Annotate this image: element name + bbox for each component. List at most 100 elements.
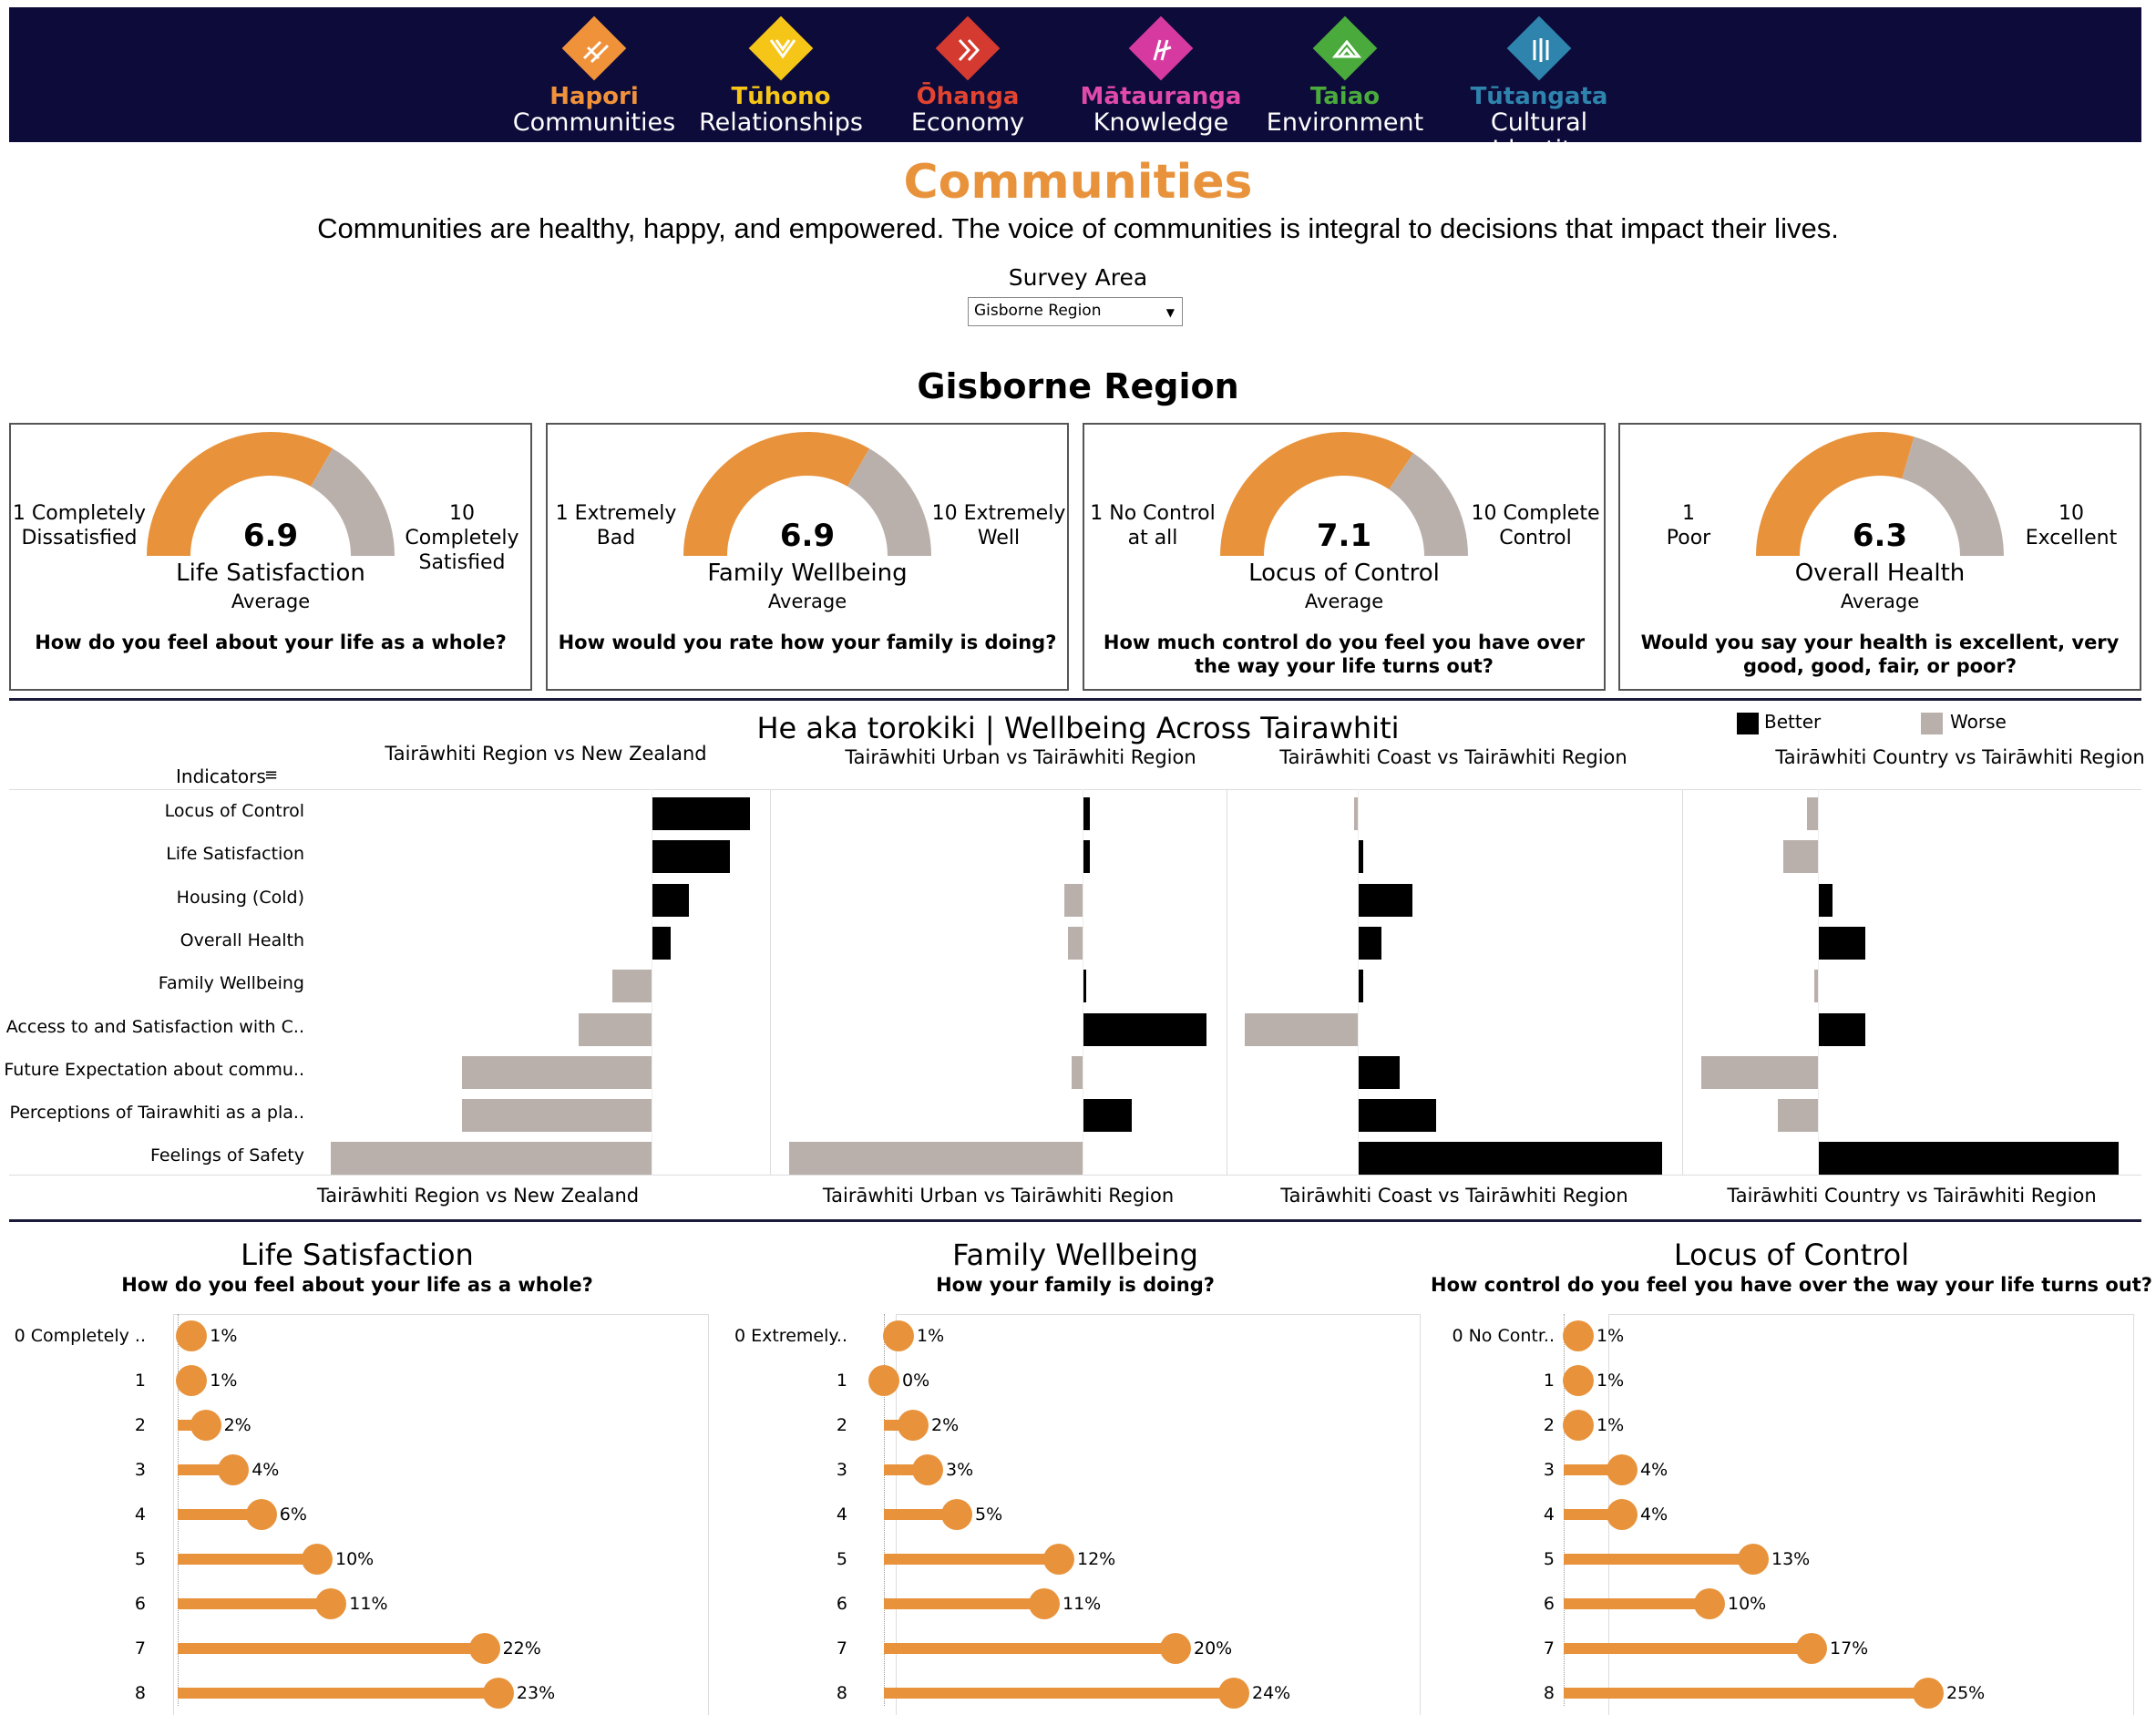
lollipop-dot[interactable] xyxy=(941,1499,972,1530)
wellbeing-bar[interactable] xyxy=(1814,970,1818,1003)
lollipop-dot[interactable] xyxy=(176,1320,208,1351)
nav-item-cultural-identity[interactable]: Tūtangata Cultural Identity xyxy=(1448,15,1630,164)
survey-area-dropdown[interactable]: Gisborne Region ▼ xyxy=(968,297,1183,326)
lollipop-dot[interactable] xyxy=(218,1454,250,1485)
wellbeing-bar[interactable] xyxy=(1064,883,1083,917)
wellbeing-bar[interactable] xyxy=(1083,840,1090,874)
wellbeing-bar[interactable] xyxy=(1701,1055,1818,1089)
lollipop-dot[interactable] xyxy=(898,1410,929,1441)
gauge-question: How much control do you feel you have ov… xyxy=(1103,632,1586,677)
lollipop-percent: 11% xyxy=(1063,1594,1102,1614)
nav-item-economy[interactable]: Ōhanga Economy xyxy=(877,15,1059,137)
lollipop-category: 6 xyxy=(836,1594,847,1614)
wellbeing-bar[interactable] xyxy=(462,1055,652,1089)
wellbeing-bar[interactable] xyxy=(1818,1012,1865,1046)
wellbeing-bar[interactable] xyxy=(1358,840,1363,874)
lollipop-dot[interactable] xyxy=(883,1320,914,1351)
wellbeing-bar[interactable] xyxy=(652,883,689,917)
nav-item-environment[interactable]: Taiao Environment xyxy=(1254,15,1436,137)
nav-english-label: Economy xyxy=(910,108,1025,137)
arrows-icon-glyph xyxy=(958,38,980,62)
nav-item-communities[interactable]: Hapori Communities xyxy=(503,15,685,137)
lollipop-dot[interactable] xyxy=(1607,1499,1638,1530)
gauge-max-line1: 10 Complete xyxy=(1471,502,1600,525)
wellbeing-bar[interactable] xyxy=(1358,1055,1400,1089)
wellbeing-bar[interactable] xyxy=(1358,1142,1662,1176)
wellbeing-bar[interactable] xyxy=(1083,970,1086,1003)
indicator-label[interactable]: Perceptions of Tairawhiti as a pla.. xyxy=(9,1103,304,1124)
wellbeing-bar[interactable] xyxy=(1072,1055,1083,1089)
lollipop-dot[interactable] xyxy=(302,1544,333,1575)
lollipop-category: 3 xyxy=(134,1460,146,1480)
gauge-value: 7.1 xyxy=(1316,518,1372,554)
lollipop-dot[interactable] xyxy=(1694,1588,1725,1619)
lollipop-dot[interactable] xyxy=(190,1410,221,1441)
section-divider xyxy=(9,1219,2141,1222)
indicators-header[interactable]: Indicators xyxy=(176,765,266,787)
wellbeing-bar[interactable] xyxy=(1083,1099,1132,1133)
wellbeing-bar[interactable] xyxy=(1778,1099,1818,1133)
lollipop-dot[interactable] xyxy=(912,1454,943,1485)
gauge-max-line1: 10 Extremely xyxy=(931,502,1066,525)
lollipop-dot[interactable] xyxy=(1913,1678,1944,1709)
wellbeing-bar[interactable] xyxy=(1818,926,1865,960)
lollipop-dot[interactable] xyxy=(468,1633,500,1664)
wellbeing-bar[interactable] xyxy=(1068,926,1083,960)
gauge-max-line2: Satisfied xyxy=(418,551,506,574)
lollipop-dot[interactable] xyxy=(176,1365,208,1396)
lollipop-dot[interactable] xyxy=(245,1499,277,1530)
indicator-label[interactable]: Access to and Satisfaction with C.. xyxy=(5,1016,304,1037)
gauge-chart xyxy=(683,432,931,556)
sort-icon[interactable]: ≡ xyxy=(264,765,279,785)
lollipop-category: 5 xyxy=(1543,1549,1555,1569)
indicator-label[interactable]: Overall Health xyxy=(180,929,304,950)
indicator-label[interactable]: Life Satisfaction xyxy=(166,844,304,865)
lollipop-dot[interactable] xyxy=(1738,1544,1769,1575)
lollipop-dot[interactable] xyxy=(1796,1633,1827,1664)
lollipop-stem xyxy=(1564,1598,1709,1609)
wellbeing-bar[interactable] xyxy=(1358,926,1381,960)
lollipop-dot[interactable] xyxy=(868,1365,899,1396)
wellbeing-bar[interactable] xyxy=(652,797,750,830)
indicator-label[interactable]: Locus of Control xyxy=(164,801,304,821)
wellbeing-bar[interactable] xyxy=(1807,797,1818,830)
wellbeing-bar[interactable] xyxy=(1358,970,1363,1003)
wellbeing-bar[interactable] xyxy=(652,840,730,874)
indicator-label[interactable]: Family Wellbeing xyxy=(158,973,304,994)
gauge-max-label: 10 Excellent xyxy=(2003,501,2140,550)
lollipop-dot[interactable] xyxy=(1563,1410,1594,1441)
indicator-label[interactable]: Housing (Cold) xyxy=(176,887,304,908)
wellbeing-bar[interactable] xyxy=(462,1099,652,1133)
indicator-label[interactable]: Feelings of Safety xyxy=(150,1145,304,1166)
nav-item-knowledge[interactable]: Mātauranga Knowledge xyxy=(1070,15,1252,137)
wellbeing-bar[interactable] xyxy=(1818,1142,2119,1176)
lollipop-dot[interactable] xyxy=(1043,1544,1074,1575)
wellbeing-bar[interactable] xyxy=(1245,1012,1358,1046)
wellbeing-bar[interactable] xyxy=(1083,797,1090,830)
wellbeing-bar[interactable] xyxy=(612,970,652,1003)
lollipop-dot[interactable] xyxy=(1607,1454,1638,1485)
wellbeing-bar[interactable] xyxy=(1358,1099,1436,1133)
wellbeing-bar[interactable] xyxy=(1783,840,1818,874)
wellbeing-bar[interactable] xyxy=(1083,1012,1206,1046)
lollipop-dot[interactable] xyxy=(1563,1365,1594,1396)
wellbeing-bar[interactable] xyxy=(652,926,671,960)
wellbeing-bar[interactable] xyxy=(579,1012,652,1046)
nav-item-relationships[interactable]: Tūhono Relationships xyxy=(690,15,872,137)
pillars-icon-glyph xyxy=(1533,38,1549,62)
lollipop-category: 7 xyxy=(1543,1638,1555,1659)
wellbeing-bar[interactable] xyxy=(1354,797,1358,830)
lollipop-dot[interactable] xyxy=(482,1678,514,1709)
lollipop-dot[interactable] xyxy=(1029,1588,1060,1619)
wellbeing-bar[interactable] xyxy=(1818,883,1833,917)
lollipop-dot[interactable] xyxy=(1160,1633,1191,1664)
nav-english-label: Relationships xyxy=(699,108,863,137)
indicator-label[interactable]: Future Expectation about commu.. xyxy=(4,1059,304,1080)
wellbeing-bar[interactable] xyxy=(331,1142,652,1176)
wellbeing-bar[interactable] xyxy=(1358,883,1412,917)
panel-top-title: Tairāwhiti Country vs Tairāwhiti Region xyxy=(1775,746,2145,768)
wellbeing-bar[interactable] xyxy=(789,1142,1083,1176)
lollipop-dot[interactable] xyxy=(315,1588,347,1619)
lollipop-dot[interactable] xyxy=(1218,1678,1249,1709)
lollipop-dot[interactable] xyxy=(1563,1320,1594,1351)
